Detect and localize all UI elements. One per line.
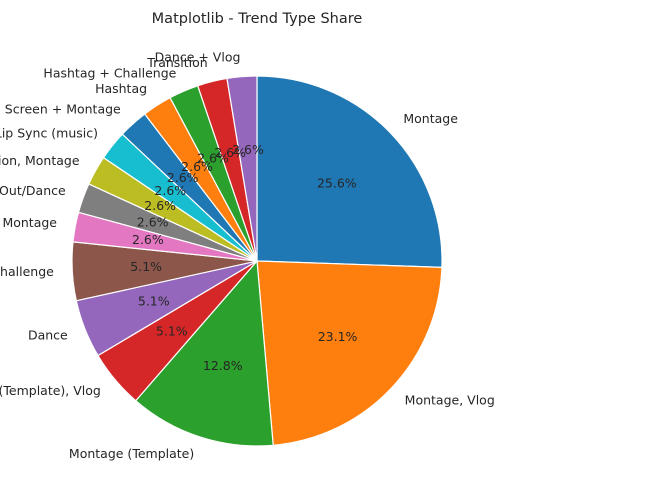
slice-label: Vlog, Act Out/Dance [0,183,66,198]
percent-label: 2.6% [154,183,186,198]
slice-label: Hashtag + Challenge [43,66,176,81]
slice-label: Act Out + Text on Screen + Montage [0,101,121,116]
percent-label: 2.6% [144,198,176,213]
pie-slice [256,75,443,268]
percent-label: 2.6% [132,232,164,247]
slice-label: Montage, Vlog [405,393,495,408]
percent-label: 25.6% [317,175,357,190]
slice-label: Dance + Challenge [0,264,54,279]
slice-label: Dance [28,327,68,342]
percent-label: 12.8% [203,358,243,373]
percent-label: 2.6% [137,215,169,230]
pie-slices [71,75,443,447]
slice-label: Hashtag [95,81,147,96]
percent-labels: 25.6%23.1%12.8%5.1%5.1%5.1%2.6%2.6%2.6%2… [130,142,357,373]
slice-label: Transition [146,55,207,70]
slice-label: Lip Sync (music) [0,125,98,140]
slice-label: Montage [403,111,458,126]
percent-label: 5.1% [138,293,170,308]
percent-label: 5.1% [130,259,162,274]
percent-label: 2.6% [232,142,264,157]
percent-label: 2.6% [181,159,213,174]
pie-slice [226,75,258,262]
percent-label: 2.6% [214,145,246,160]
pie-slice [256,260,443,446]
slice-label: Cosplay, Montage [0,215,57,230]
percent-label: 2.6% [167,170,199,185]
slice-label: Dance + Vlog [155,50,241,65]
slice-label: Transition, Montage [0,153,80,168]
percent-label: 23.1% [318,329,358,344]
percent-label: 5.1% [156,324,188,339]
chart-title: Matplotlib - Trend Type Share [152,11,363,27]
slice-labels: Montage Montage, Vlog Montage (Template) Mo… [0,50,495,461]
pie-slice [134,259,274,447]
slice-label: Montage (Template), Vlog [0,383,101,398]
percent-label: 2.6% [197,151,229,166]
slice-label: Montage (Template) [69,446,194,461]
